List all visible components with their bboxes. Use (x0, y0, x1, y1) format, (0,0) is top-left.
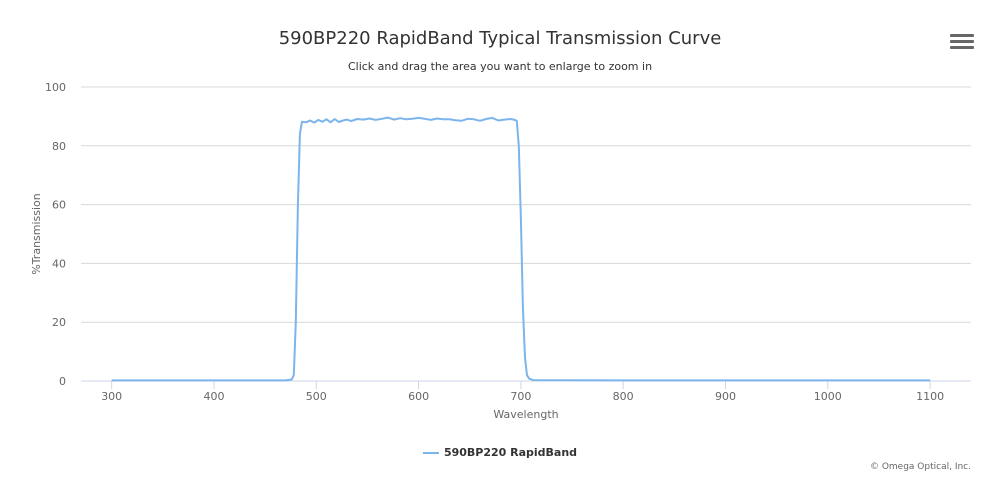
y-axis-title: %Transmission (30, 193, 43, 275)
menu-bar (950, 40, 974, 43)
x-tick-label: 600 (408, 390, 429, 403)
x-axis-title: Wavelength (493, 408, 558, 421)
x-tick-label: 300 (101, 390, 122, 403)
y-tick-label: 100 (45, 81, 66, 94)
x-tick-label: 400 (203, 390, 224, 403)
x-tick-label: 800 (613, 390, 634, 403)
x-tick-label: 1000 (814, 390, 842, 403)
series-layer[interactable] (111, 116, 931, 382)
hamburger-menu-icon[interactable] (950, 34, 974, 52)
y-tick-label: 40 (52, 257, 66, 270)
legend-item[interactable]: 590BP220 RapidBand (0, 446, 1000, 459)
x-axis: 300 400 500 600 700 800 900 1000 1100 (81, 380, 971, 403)
x-tick-label: 500 (306, 390, 327, 403)
x-tick-label: 900 (715, 390, 736, 403)
legend-swatch (422, 452, 439, 454)
x-tick-label: 700 (510, 390, 531, 403)
chart-title: 590BP220 RapidBand Typical Transmission … (278, 28, 722, 49)
menu-bar (950, 46, 974, 49)
menu-bar (950, 34, 974, 37)
y-tick-label: 80 (52, 140, 66, 153)
grid-lines (81, 86, 971, 382)
legend-label: 590BP220 RapidBand (443, 446, 578, 459)
x-tick-label: 1100 (916, 390, 944, 403)
y-tick-label: 20 (52, 316, 66, 329)
y-tick-label: 60 (52, 199, 66, 212)
y-axis: 0 20 40 60 80 100 (45, 81, 66, 388)
credits-text[interactable]: © Omega Optical, Inc. (869, 462, 971, 472)
chart-subtitle: Click and drag the area you want to enla… (347, 60, 653, 73)
y-tick-label: 0 (59, 375, 66, 388)
series-line[interactable] (111, 116, 931, 382)
plot-area[interactable]: 300 400 500 600 700 800 900 1000 1100 0 20 40 60 80 1… (0, 0, 1000, 440)
